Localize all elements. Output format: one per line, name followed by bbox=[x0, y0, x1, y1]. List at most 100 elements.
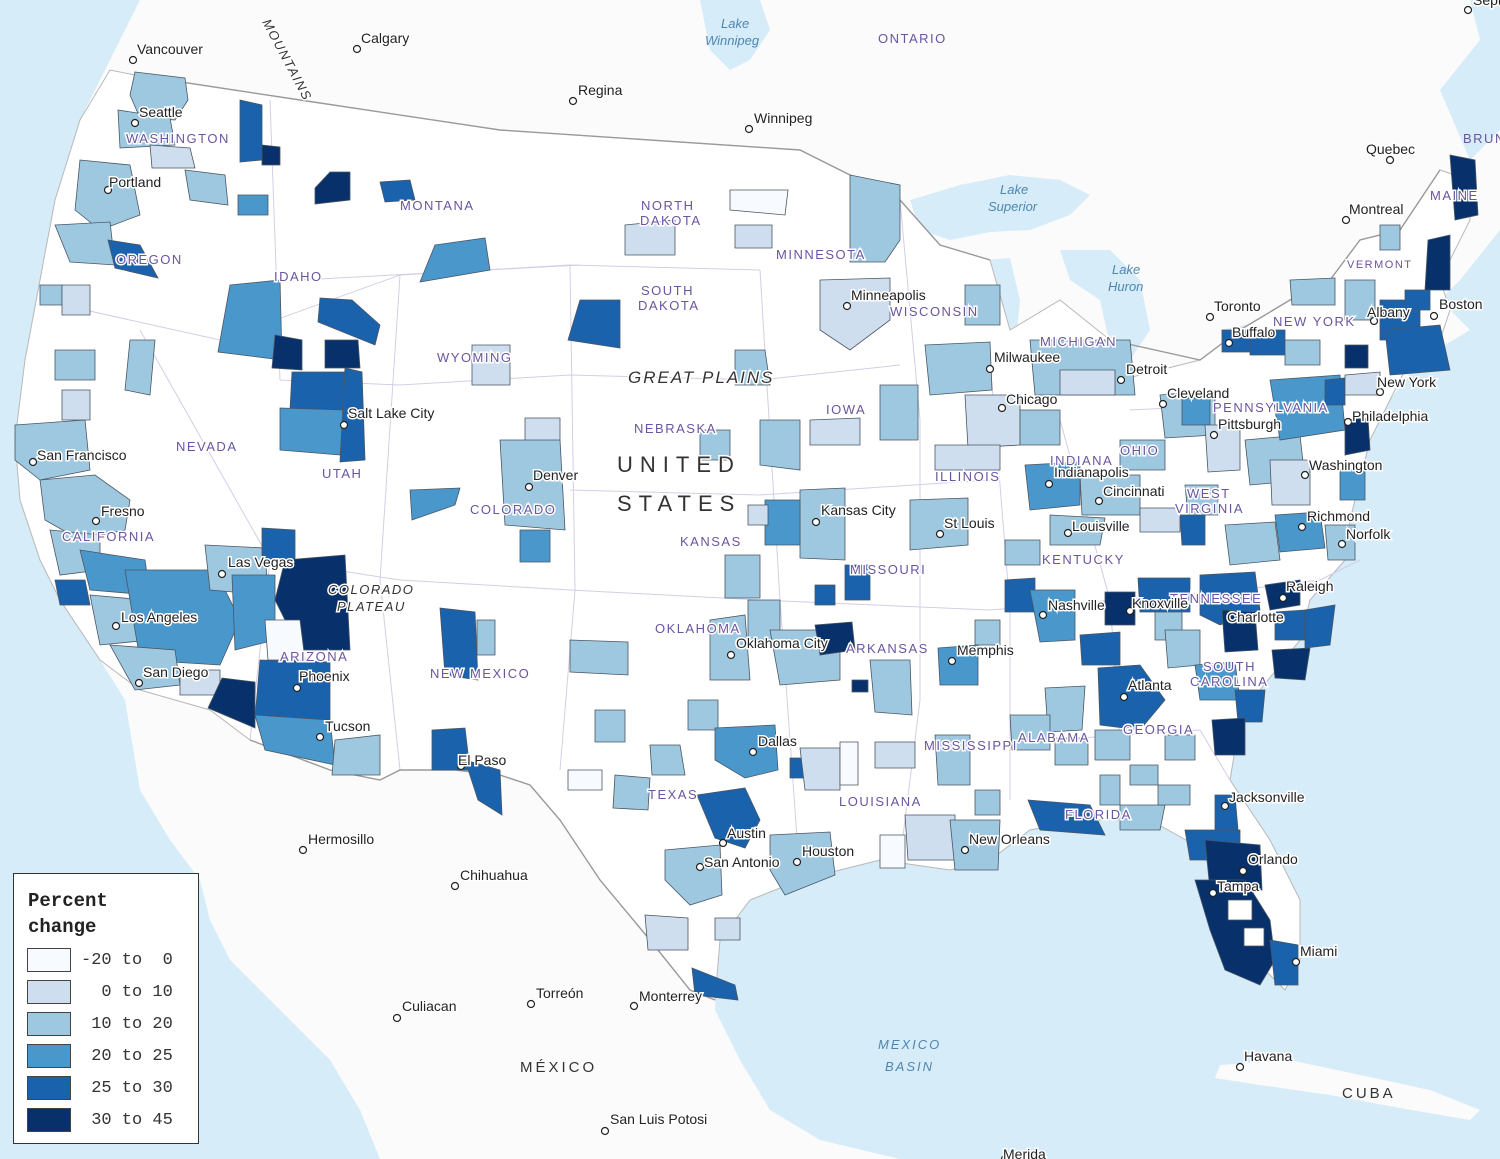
metro-area bbox=[1129, 764, 1159, 786]
city-label-washington: Washington bbox=[1309, 457, 1382, 473]
city-dot bbox=[985, 364, 995, 374]
city-label-albany: Albany bbox=[1367, 304, 1410, 320]
city-dot bbox=[217, 569, 227, 579]
metro-area bbox=[117, 109, 176, 149]
city-dot bbox=[1341, 215, 1351, 225]
city-dot bbox=[339, 420, 349, 430]
metro-area bbox=[1059, 369, 1116, 396]
state-labels: WASHINGTON OREGON IDAHO MONTANA WYOMING … bbox=[61, 130, 1479, 824]
state-label: FLORIDA bbox=[1065, 807, 1132, 822]
city-dot bbox=[600, 1126, 610, 1136]
metro-area bbox=[879, 384, 919, 441]
city-dot bbox=[744, 124, 754, 134]
province-label: BRUN bbox=[1463, 131, 1500, 146]
metro-area bbox=[1119, 439, 1166, 471]
city-dot bbox=[1038, 610, 1048, 620]
city-dot bbox=[726, 650, 736, 660]
metro-area bbox=[769, 831, 836, 896]
state-label: ILLINOIS bbox=[935, 469, 1000, 484]
city-dot bbox=[103, 185, 113, 195]
city-label-winnipeg: Winnipeg bbox=[754, 110, 812, 126]
metro-area bbox=[909, 497, 969, 551]
metro-area bbox=[759, 419, 801, 471]
state-label: NEW YORK bbox=[1273, 314, 1356, 329]
legend-swatch bbox=[27, 1076, 71, 1100]
state-label: ARKANSAS bbox=[846, 641, 929, 656]
metro-area bbox=[612, 774, 651, 811]
metro-area bbox=[809, 417, 861, 446]
city-dot bbox=[1235, 1062, 1245, 1072]
city-label-cincinnati: Cincinnati bbox=[1103, 483, 1164, 499]
metro-area bbox=[124, 339, 156, 396]
water-label: Superior bbox=[988, 199, 1038, 214]
city-dot bbox=[1291, 957, 1301, 967]
city-dot bbox=[1385, 155, 1395, 165]
lake-superior bbox=[910, 175, 1090, 240]
metro-area bbox=[1099, 774, 1121, 806]
metro-area bbox=[264, 619, 306, 661]
metro-area bbox=[904, 814, 956, 861]
metro-area bbox=[849, 174, 901, 263]
metro-area bbox=[1339, 469, 1366, 501]
metro-area bbox=[724, 554, 761, 599]
province-labels: ONTARIO BRUN bbox=[878, 31, 1500, 146]
city-dot bbox=[91, 516, 101, 526]
water-label: Lake bbox=[1112, 262, 1140, 277]
metro-area bbox=[594, 709, 626, 743]
metro-area bbox=[1269, 459, 1311, 506]
metro-area bbox=[1027, 799, 1106, 836]
state-label: NEVADA bbox=[176, 439, 238, 454]
metro-area bbox=[1344, 371, 1381, 396]
legend-label: 10 to 20 bbox=[81, 1014, 173, 1034]
city-dot bbox=[811, 517, 821, 527]
metro-area bbox=[324, 339, 361, 369]
city-dot bbox=[947, 656, 957, 666]
city-dot bbox=[792, 857, 802, 867]
city-label-chihuahua: Chihuahua bbox=[460, 867, 528, 883]
city-label-milwaukee: Milwaukee bbox=[994, 349, 1060, 365]
city-markers: Vancouver Calgary Regina Winnipeg Quebec Mont… bbox=[28, 0, 1500, 1159]
state-label: LOUISIANA bbox=[839, 794, 922, 809]
city-label-merida: Merida bbox=[1003, 1146, 1046, 1159]
city-label-atlanta: Atlanta bbox=[1128, 677, 1172, 693]
state-label: WISCONSIN bbox=[890, 304, 979, 319]
city-label-minneapolis: Minneapolis bbox=[851, 287, 926, 303]
city-dot bbox=[1094, 496, 1104, 506]
city-dot bbox=[1209, 430, 1219, 440]
metro-area bbox=[934, 444, 1001, 471]
city-label-san-antonio: San Antonio bbox=[704, 854, 780, 870]
metro-area bbox=[207, 677, 256, 729]
city-label-nashville: Nashville bbox=[1048, 597, 1105, 613]
metro-area bbox=[1324, 377, 1346, 406]
city-dot bbox=[1238, 866, 1248, 876]
city-dot bbox=[1125, 606, 1135, 616]
metro-area bbox=[1379, 224, 1401, 251]
state-label: CALIFORNIA bbox=[62, 529, 155, 544]
metro-area bbox=[1274, 511, 1326, 553]
metro-area bbox=[124, 569, 241, 666]
city-label-cleveland: Cleveland bbox=[1167, 385, 1229, 401]
state-label: SOUTH bbox=[1203, 659, 1256, 674]
state-label: VERMONT bbox=[1347, 259, 1413, 271]
metro-area bbox=[331, 734, 381, 776]
metro-area bbox=[567, 299, 621, 349]
city-label-hermosillo: Hermosillo bbox=[308, 831, 374, 847]
city-label-quebec: Quebec bbox=[1366, 141, 1415, 157]
state-label: GEORGIA bbox=[1123, 722, 1194, 737]
state-label: KANSAS bbox=[680, 534, 742, 549]
metro-area bbox=[1211, 717, 1246, 756]
city-label-charlotte: Charlotte bbox=[1227, 609, 1284, 625]
city-label-los-angeles: Los Angeles bbox=[121, 609, 197, 625]
metro-area bbox=[439, 607, 479, 681]
metro-area bbox=[1204, 839, 1263, 891]
city-label-monterrey: Monterrey bbox=[639, 988, 702, 1004]
state-label: DAKOTA bbox=[638, 298, 700, 313]
metro-area bbox=[464, 759, 503, 816]
metro-area bbox=[879, 834, 906, 869]
city-label-portland: Portland bbox=[109, 174, 161, 190]
legend-swatch bbox=[27, 980, 71, 1004]
legend-swatch bbox=[27, 1012, 71, 1036]
city-label-philadelphia: Philadelphia bbox=[1352, 408, 1428, 424]
metro-area bbox=[844, 564, 871, 601]
metro-area bbox=[1449, 154, 1479, 221]
